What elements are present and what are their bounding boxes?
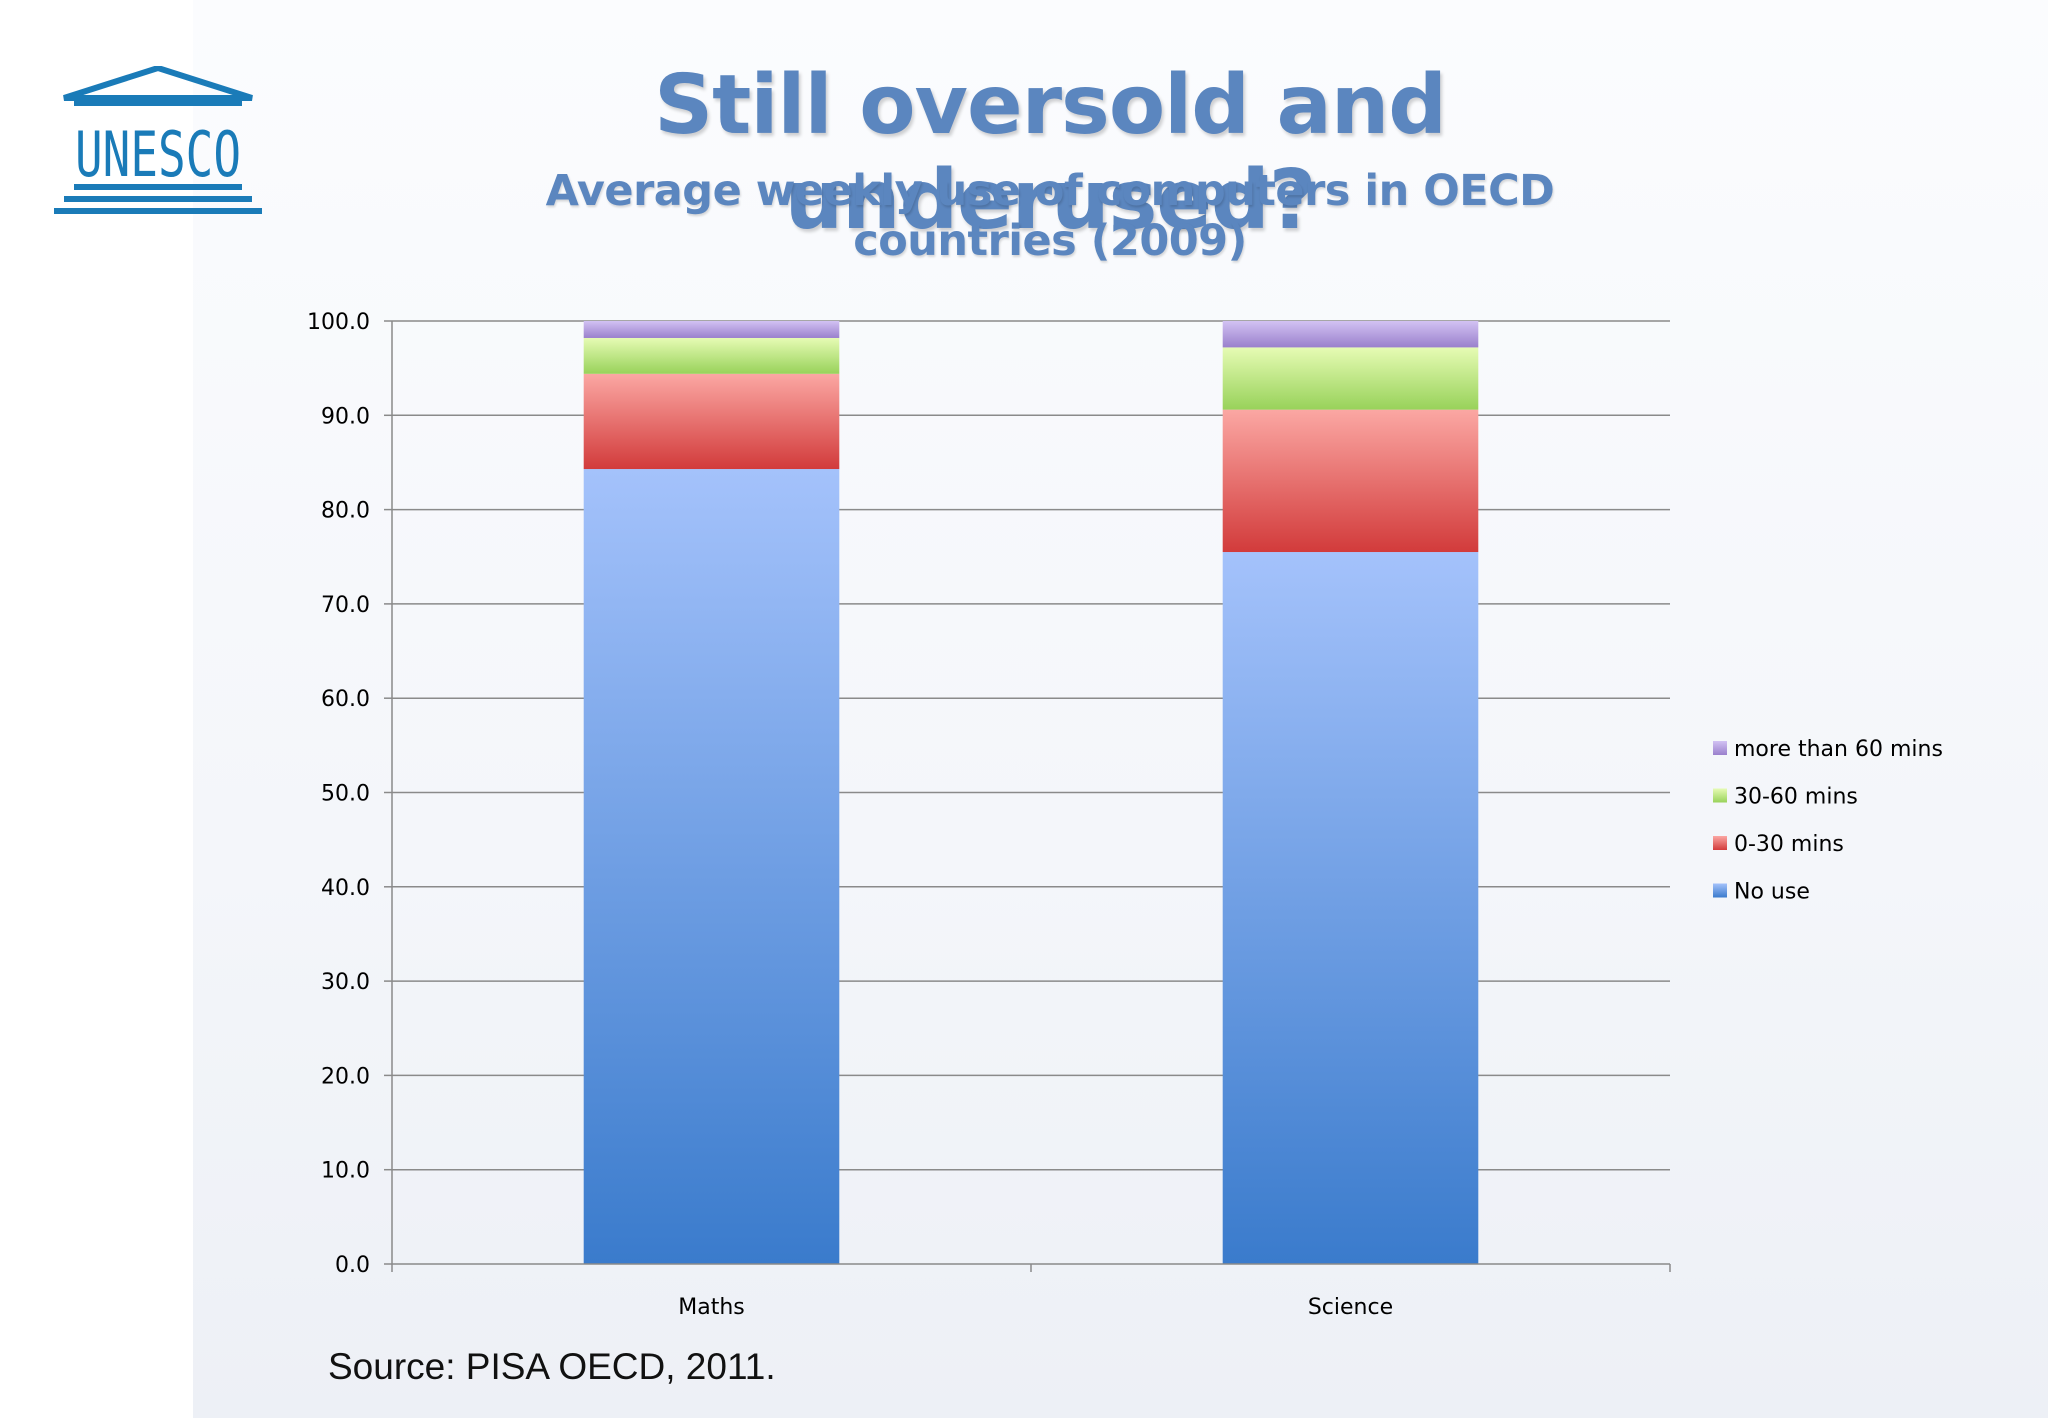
slide-title: Still oversold and underused? (654, 58, 1447, 248)
bar-segment (583, 321, 840, 338)
bar-segment (583, 337, 840, 374)
bar-segment (1222, 552, 1479, 1264)
bar-segment (1222, 321, 1479, 348)
bar-segment (583, 373, 840, 470)
bar-segment (1222, 347, 1479, 410)
legend-swatch (1713, 741, 1727, 755)
y-tick-label: 20.0 (321, 1064, 370, 1089)
y-tick-label: 30.0 (321, 970, 370, 995)
logo-text: UNESCO (75, 118, 241, 191)
y-tick-label: 60.0 (321, 687, 370, 712)
y-tick-label: 70.0 (321, 593, 370, 618)
legend-swatch (1713, 836, 1727, 850)
x-tick-label: Maths (678, 1295, 745, 1320)
y-tick-label: 80.0 (321, 499, 370, 524)
bar-segment (1222, 409, 1479, 553)
unesco-logo: UNESCO (54, 66, 262, 214)
bar-segment (583, 469, 840, 1264)
source-note: Source: PISA OECD, 2011. (328, 1346, 776, 1387)
y-tick-label: 50.0 (321, 782, 370, 807)
legend-label: 0-30 mins (1734, 832, 1844, 857)
y-tick-label: 10.0 (321, 1159, 370, 1184)
x-tick-label: Science (1308, 1295, 1393, 1320)
y-tick-label: 40.0 (321, 876, 370, 901)
y-tick-label: 0.0 (335, 1253, 370, 1278)
legend-label: No use (1734, 880, 1810, 905)
legend-label: more than 60 mins (1734, 737, 1943, 762)
slide-background (193, 0, 2048, 1418)
y-tick-label: 100.0 (307, 310, 370, 335)
slide-subtitle: Average weekly use of computers in OECD … (545, 166, 1555, 266)
legend-label: 30-60 mins (1734, 785, 1858, 810)
legend-swatch (1713, 788, 1727, 803)
legend-swatch (1713, 883, 1727, 898)
y-tick-label: 90.0 (321, 404, 370, 429)
